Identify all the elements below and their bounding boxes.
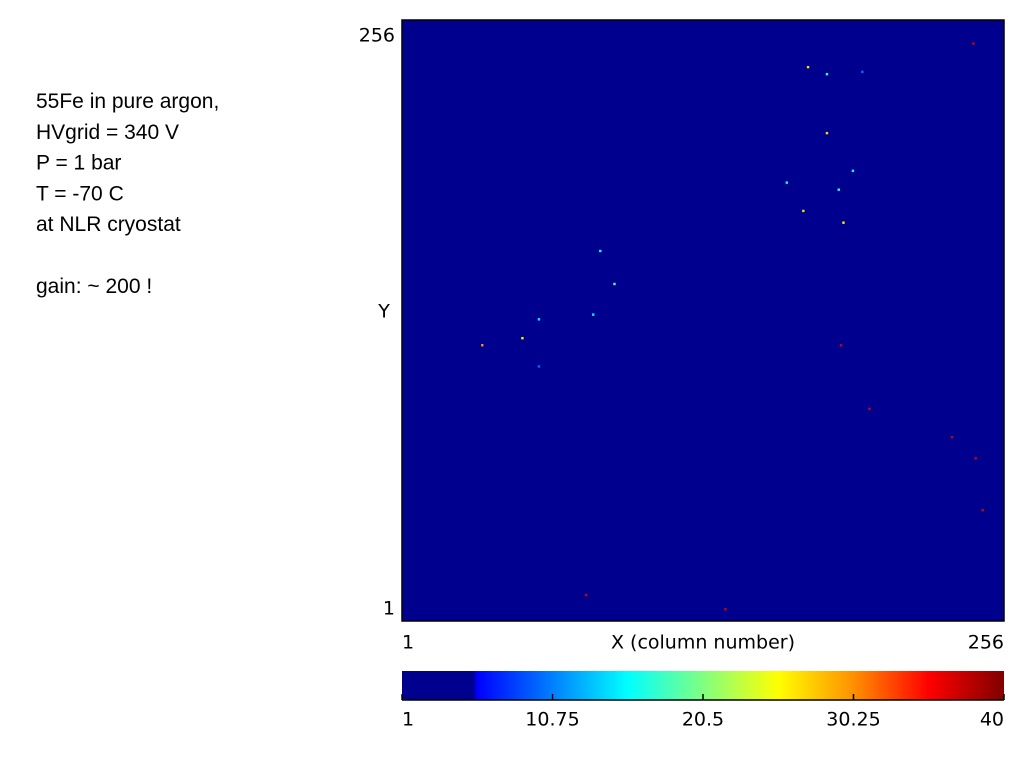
hit-pixel <box>785 181 789 184</box>
hit-pixel <box>592 313 595 316</box>
hit-pixel <box>537 365 541 368</box>
hit-pixel <box>851 169 855 173</box>
hit-pixel <box>802 209 805 213</box>
hit-pixel <box>981 509 984 512</box>
note-line: gain: ~ 200 ! <box>36 275 152 298</box>
hit-pixel <box>521 336 524 340</box>
note-line: at NLR cryostat <box>36 213 181 236</box>
colorbar-tick-label: 1 <box>402 709 414 731</box>
hit-pixel <box>537 318 541 321</box>
hit-pixel <box>839 344 843 347</box>
colorbar-tick-label: 20.5 <box>682 709 724 731</box>
colorbar-tick-label: 10.75 <box>525 709 579 731</box>
hit-pixel <box>861 70 864 74</box>
note-line: P = 1 bar <box>36 152 121 175</box>
hit-pixel <box>825 73 829 76</box>
hit-pixel <box>974 457 977 460</box>
hit-pixel <box>972 42 975 45</box>
hit-pixel <box>950 435 954 439</box>
hit-pixel <box>599 249 602 253</box>
y-tick-label: 1 <box>383 598 395 620</box>
hit-pixel <box>837 188 840 191</box>
note-line: HVgrid = 340 V <box>36 121 179 144</box>
colorbar-tick-label: 40 <box>980 709 1004 731</box>
plot-frame <box>401 19 1005 622</box>
x-axis-label: X (column number) <box>611 632 795 654</box>
note-line: T = -70 C <box>36 182 124 205</box>
hit-pixel <box>868 407 871 411</box>
hit-pixel <box>613 282 616 286</box>
hit-pixel <box>825 131 829 135</box>
x-tick-label: 1 <box>402 632 414 654</box>
hit-pixel <box>481 344 484 347</box>
hit-pixel <box>724 608 727 611</box>
hit-pixel <box>584 593 588 597</box>
y-tick-label: 256 <box>359 25 395 47</box>
hit-pixel <box>842 221 845 224</box>
note-line: 55Fe in pure argon, <box>36 90 219 113</box>
notes: 55Fe in pure argon, HVgrid = 340 V P = 1 b… <box>36 90 219 298</box>
plot-area <box>402 20 1004 621</box>
colorbar-tick-label: 30.25 <box>826 709 880 731</box>
x-tick-label: 256 <box>968 632 1004 654</box>
y-axis-label: Y <box>377 301 390 323</box>
hit-pixel <box>806 65 810 69</box>
